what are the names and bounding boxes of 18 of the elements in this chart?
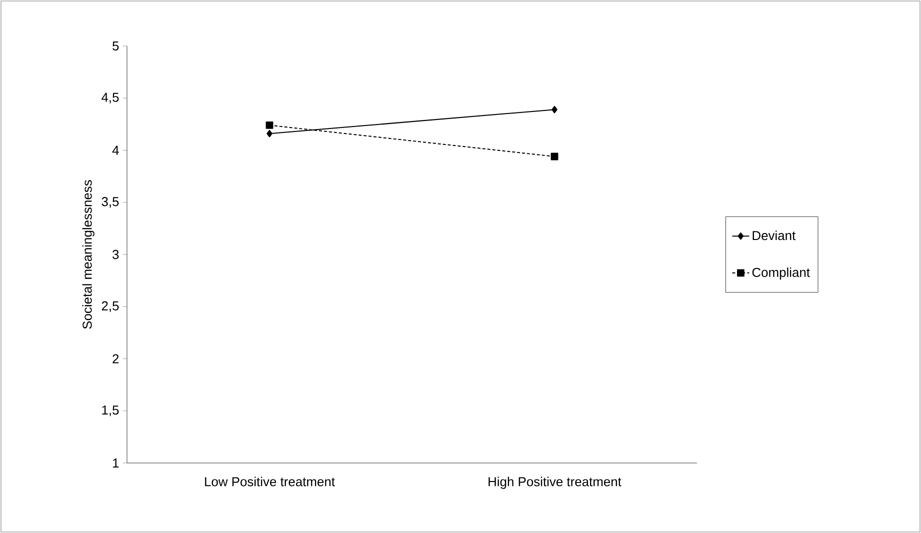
y-tick-label: 5 bbox=[112, 41, 119, 51]
legend-label: Compliant bbox=[752, 267, 810, 280]
y-tick-label: 3,5 bbox=[102, 197, 119, 208]
x-tick-label: Low Positive treatment bbox=[205, 476, 335, 486]
point bbox=[550, 152, 558, 160]
point bbox=[552, 106, 558, 114]
point bbox=[266, 130, 272, 138]
y-axis-title: Societal meaninglessness bbox=[82, 180, 94, 329]
y-tick-label: 4 bbox=[112, 146, 119, 155]
y-tick-label: 2,5 bbox=[102, 301, 119, 312]
legend-label: Deviant bbox=[752, 230, 796, 240]
y-tick-label: 1 bbox=[113, 458, 119, 468]
y-tick-label: 3 bbox=[112, 250, 119, 260]
y-tick-label: 4,5 bbox=[102, 92, 119, 104]
x-tick-label: High Positive treatment bbox=[488, 476, 622, 489]
y-tick-label: 1,5 bbox=[102, 406, 119, 416]
y-tick-label: 2 bbox=[112, 354, 119, 364]
point bbox=[266, 122, 274, 129]
